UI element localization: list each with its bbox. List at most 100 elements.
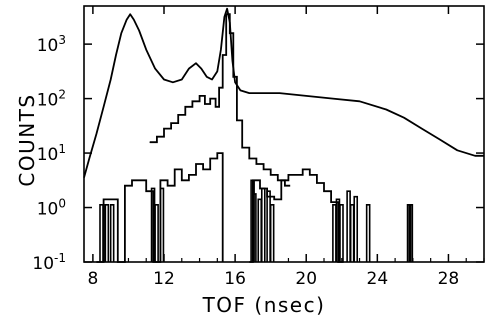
series-1-point: [138, 30, 140, 31]
series-1-point: [456, 149, 458, 151]
series-1-point: [96, 133, 97, 135]
series-1-point: [211, 79, 213, 80]
series-1-point: [421, 128, 423, 129]
series-5-spike: [260, 187, 266, 262]
axis-labels: TOF (nsec) COUNTS: [15, 93, 326, 317]
series-2-point: [241, 147, 243, 149]
x-tick-label: 8: [87, 269, 98, 289]
x-tick-label: 20: [295, 269, 317, 289]
series-2-point: [222, 54, 224, 56]
series-5-spike: [346, 190, 351, 262]
series-5-spike: [339, 204, 344, 262]
series-1-point: [359, 100, 360, 102]
series-2-point: [215, 106, 216, 108]
series-4-point: [316, 182, 318, 184]
series-2-point: [149, 141, 151, 143]
series-5-spike: [257, 198, 263, 262]
y-tick-label: 101: [37, 142, 66, 165]
series-2-point: [156, 136, 158, 138]
series-3-point: [138, 179, 140, 181]
series-5-spike: [104, 204, 110, 262]
x-tick-label: 12: [153, 269, 175, 289]
series-1-point: [115, 54, 117, 56]
series-2-point: [209, 98, 211, 99]
series-1-point: [234, 81, 236, 83]
series-5-spike: [252, 193, 257, 262]
series-3-point: [195, 163, 197, 165]
series-5-spike: [266, 190, 271, 262]
series-1-point: [220, 49, 222, 50]
series-1-point: [126, 19, 128, 21]
series-4-point: [288, 174, 289, 176]
series-4-point: [330, 201, 332, 203]
y-tick-label: 102: [37, 88, 66, 111]
series-4-point: [295, 174, 296, 176]
y-tick-label: 10-1: [32, 251, 66, 274]
series-1-point: [181, 79, 183, 80]
series-5-spike: [109, 204, 115, 262]
plot-frame: [83, 5, 485, 263]
series-2-line: [149, 13, 291, 187]
axes: 8 12 16 20 24 28 10-1 100 101 102 103: [32, 5, 485, 289]
series-3-point: [209, 158, 211, 159]
series-5-spike: [353, 195, 359, 262]
series-4-point: [309, 174, 311, 176]
series-5-spike: [365, 204, 371, 262]
series-1-point: [110, 79, 112, 80]
x-tick-label: 16: [224, 269, 246, 289]
series-2-point: [229, 32, 231, 34]
series-2-point: [199, 95, 200, 97]
series-1-point: [195, 62, 197, 64]
series-1-point: [474, 155, 476, 157]
series-3-point: [103, 198, 104, 200]
series-1-point: [226, 8, 228, 10]
series-2-point: [184, 106, 186, 108]
x-tick-label: 24: [367, 269, 389, 289]
series-2-point: [204, 103, 206, 105]
series-3-point: [167, 185, 168, 187]
series-3-line: [96, 152, 224, 263]
series-1-point: [103, 106, 104, 108]
series-3-point: [131, 179, 133, 181]
series-1-point: [120, 32, 122, 34]
series-1-point: [206, 76, 208, 78]
series-5-spike: [154, 204, 159, 262]
series-1-point: [154, 68, 156, 70]
series-1-point: [261, 92, 263, 94]
series-1-point: [385, 109, 387, 110]
x-axis-label: TOF (nsec): [202, 293, 326, 317]
series-3-point: [216, 152, 218, 154]
series-2-point: [284, 185, 286, 187]
y-tick-label: 100: [37, 197, 66, 220]
y-axis-label: COUNTS: [15, 93, 39, 186]
series-1-point: [172, 81, 174, 83]
y-tick-label: 103: [37, 33, 66, 56]
series-1-point: [403, 117, 405, 119]
series-1-point: [163, 79, 165, 80]
series-1-point: [240, 90, 241, 91]
series-1-point: [439, 139, 440, 140]
series-2-point: [263, 169, 264, 170]
series-1-point: [129, 13, 131, 15]
series-5-spike: [99, 204, 104, 262]
series-1-point: [88, 158, 90, 159]
series-1-point: [279, 92, 280, 94]
series-3-point: [202, 169, 204, 170]
series-3-point: [110, 198, 112, 200]
series-1-point: [248, 92, 250, 94]
series-4-point: [259, 188, 261, 189]
series-3-point: [124, 185, 126, 187]
series-2-point: [225, 13, 227, 15]
series-2-point: [236, 119, 238, 121]
series-4-point: [302, 169, 304, 170]
series-2-point: [170, 122, 172, 124]
series-2-point: [163, 128, 165, 129]
series-5-spike: [408, 204, 414, 262]
series-2-point: [232, 76, 234, 78]
series-1-point: [216, 70, 218, 72]
series-5-spike: [269, 204, 275, 262]
series-5-spike: [159, 187, 165, 262]
series-4-point: [280, 179, 282, 181]
